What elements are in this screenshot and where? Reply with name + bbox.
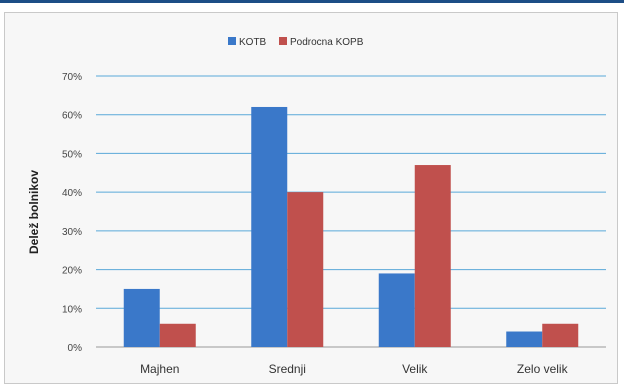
bar-series1 bbox=[123, 288, 160, 347]
y-tick-label: 30% bbox=[62, 227, 82, 238]
legend-label: Podrocna KOPB bbox=[290, 37, 364, 48]
y-tick-label: 60% bbox=[62, 111, 82, 122]
bar-series1 bbox=[378, 273, 415, 347]
legend: KOTB Podrocna KOPB bbox=[228, 37, 364, 48]
x-category-label: Zelo velik bbox=[517, 362, 569, 376]
y-tick-label: 40% bbox=[62, 188, 82, 199]
y-tick-label: 50% bbox=[62, 149, 82, 160]
x-category-labels: Majhen Srednji Velik Zelo velik bbox=[140, 362, 569, 376]
y-axis-label: Delež bolnikov bbox=[27, 170, 41, 254]
x-category-label: Velik bbox=[402, 362, 428, 376]
x-category-label: Srednji bbox=[269, 362, 306, 376]
x-category-label: Majhen bbox=[140, 362, 179, 376]
y-tick-labels: 0% 10% 20% 30% 40% 50% 60% 70% bbox=[62, 72, 82, 354]
y-tick-label: 20% bbox=[62, 266, 82, 277]
y-tick-label: 0% bbox=[68, 343, 83, 354]
legend-label: KOTB bbox=[239, 37, 267, 48]
gridlines bbox=[96, 75, 606, 348]
top-rule bbox=[0, 0, 624, 3]
bar-series1 bbox=[251, 106, 288, 347]
bar-series2 bbox=[287, 192, 324, 347]
legend-swatch bbox=[228, 37, 236, 45]
bar-series1 bbox=[506, 331, 543, 347]
bar-series2 bbox=[542, 323, 579, 347]
legend-swatch bbox=[279, 37, 287, 45]
bar-series2 bbox=[414, 165, 451, 347]
bar-series2 bbox=[159, 323, 196, 347]
y-tick-label: 70% bbox=[62, 72, 82, 83]
y-tick-label: 10% bbox=[62, 304, 82, 315]
bars bbox=[123, 106, 579, 347]
